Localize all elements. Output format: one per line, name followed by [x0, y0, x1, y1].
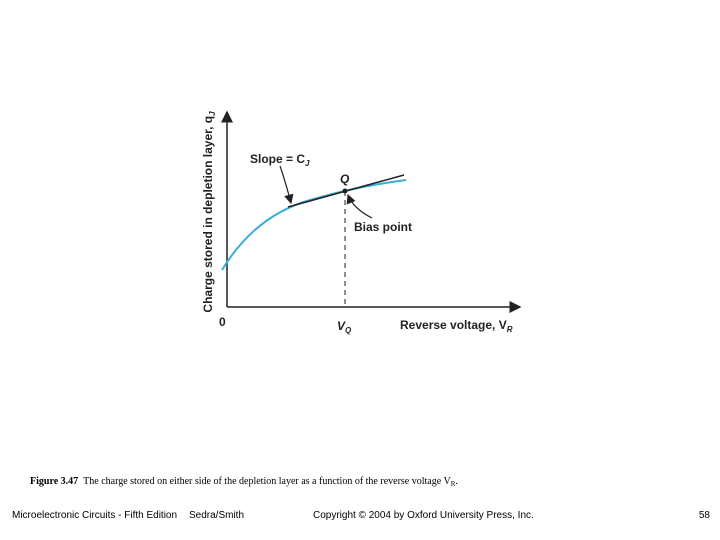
- caption-sub: R: [451, 480, 456, 488]
- caption-number: Figure 3.47: [30, 476, 78, 487]
- caption-end: .: [455, 476, 458, 487]
- label-text: V: [337, 319, 346, 333]
- bias-label: Bias point: [354, 220, 412, 234]
- caption: Figure 3.47 The charge stored on either s…: [30, 476, 458, 488]
- vq-label: VQ: [337, 319, 352, 335]
- bias-arrow: [346, 193, 373, 219]
- origin-label: 0: [219, 315, 226, 329]
- footer-book: Microelectronic Circuits - Fifth Edition: [12, 510, 177, 521]
- label-text: Charge stored in depletion layer, q: [201, 116, 215, 313]
- footer-authors: Sedra/Smith: [189, 510, 244, 521]
- label-sub: J: [305, 159, 310, 168]
- label-sub: R: [507, 325, 513, 334]
- point-label: Q: [340, 172, 350, 186]
- bias-point: [342, 188, 348, 194]
- footer-copyright: Copyright © 2004 by Oxford University Pr…: [313, 510, 534, 521]
- x-axis-label: Reverse voltage, VR: [400, 318, 513, 334]
- label-text: Slope = C: [250, 152, 305, 166]
- y-axis-label: Charge stored in depletion layer, qJ: [201, 111, 217, 313]
- label-sub: Q: [345, 326, 352, 335]
- slope-label: Slope = CJ: [250, 152, 310, 168]
- charge-curve: [221, 179, 407, 271]
- label-text: Reverse voltage, V: [400, 318, 507, 332]
- caption-text: The charge stored on either side of the …: [83, 476, 451, 487]
- footer-page: 58: [699, 510, 711, 521]
- label-sub: J: [208, 111, 217, 116]
- slope-arrow: [279, 165, 294, 205]
